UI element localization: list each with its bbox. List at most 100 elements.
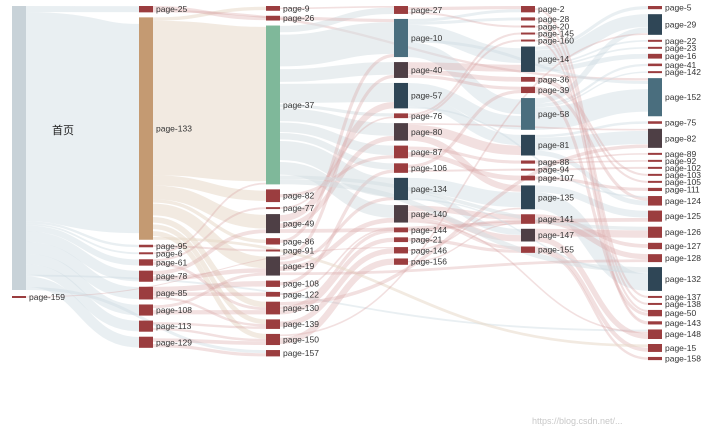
sankey-node-p40[interactable] [394,62,408,78]
sankey-node-p41[interactable] [648,63,662,67]
sankey-node-label-p16: page-16 [665,51,696,61]
sankey-node-p111[interactable] [648,187,662,192]
sankey-node-p102[interactable] [648,166,662,169]
sankey-node-p127[interactable] [648,242,662,250]
sankey-node-p128[interactable] [648,254,662,263]
sankey-node-p103[interactable] [648,173,662,176]
sankey-node-p138[interactable] [648,302,662,305]
sankey-link [279,196,395,265]
sankey-node-p158[interactable] [648,356,662,361]
sankey-node-label-p147: page-147 [538,230,574,240]
sankey-node-p28[interactable] [521,17,535,21]
sankey-node-p14[interactable] [521,46,535,72]
sankey-node-p147[interactable] [521,228,535,242]
sankey-node-p81[interactable] [521,134,535,156]
sankey-link [24,11,141,234]
sankey-link [25,221,140,248]
sankey-node-p129[interactable] [139,336,153,348]
sankey-node-p75[interactable] [648,121,662,124]
sankey-node-p57[interactable] [394,82,408,109]
sankey-node-p39[interactable] [521,86,535,94]
sankey-node-p49[interactable] [266,214,280,234]
sankey-node-p139[interactable] [266,319,280,329]
sankey-node-p26[interactable] [266,15,280,21]
sankey-link [407,124,522,156]
sankey-node-p82b[interactable] [648,128,662,148]
sankey-node-p126[interactable] [648,226,662,238]
sankey-node-p19[interactable] [266,256,280,276]
sankey-node-p80[interactable] [394,123,408,141]
sankey-node-p25[interactable] [139,6,153,13]
sankey-node-p156[interactable] [394,258,408,265]
sankey-node-p152[interactable] [648,78,662,117]
sankey-node-p108[interactable] [139,304,153,316]
sankey-node-p29[interactable] [648,14,662,35]
sankey-node-p159[interactable] [12,296,26,298]
sankey-node-p58[interactable] [521,98,535,130]
sankey-node-p148[interactable] [648,329,662,339]
sankey-node-p22[interactable] [648,39,662,42]
sankey-link [407,207,522,252]
sankey-node-p133[interactable] [139,17,153,240]
sankey-node-p135[interactable] [521,185,535,210]
sankey-node-p150[interactable] [266,333,280,346]
sankey-node-p145[interactable] [521,32,535,35]
sankey-node-p125[interactable] [648,210,662,222]
sankey-node-p16[interactable] [648,53,662,59]
sankey-node-p21[interactable] [394,237,408,243]
sankey-node-p124[interactable] [648,196,662,206]
sankey-node-p132[interactable] [648,267,662,291]
sankey-node-p122[interactable] [266,291,280,297]
sankey-node-p23[interactable] [648,46,662,49]
sankey-node-p157[interactable] [266,350,280,357]
sankey-node-p10[interactable] [394,18,408,58]
sankey-link [407,62,522,72]
sankey-node-p146[interactable] [394,247,408,254]
sankey-node-p50[interactable] [648,309,662,317]
sankey-node-p113[interactable] [139,320,153,332]
sankey-node-p85[interactable] [139,286,153,300]
sankey-node-p20[interactable] [521,25,535,28]
sankey-node-root[interactable] [12,6,26,290]
sankey-node-p82a[interactable] [266,189,280,203]
sankey-node-p130[interactable] [266,301,280,315]
sankey-node-label-p92: page-92 [665,156,696,166]
sankey-node-p143[interactable] [648,321,662,325]
sankey-node-p86[interactable] [266,238,280,245]
sankey-node-p61[interactable] [139,259,153,266]
sankey-node-p94[interactable] [521,168,535,171]
sankey-node-p144[interactable] [394,227,408,233]
sankey-node-p36[interactable] [521,76,535,82]
sankey-node-p141[interactable] [521,214,535,224]
sankey-node-p142[interactable] [648,71,662,74]
sankey-node-p6[interactable] [139,252,153,255]
sankey-node-p2[interactable] [521,6,535,13]
sankey-node-p95[interactable] [139,244,153,248]
sankey-node-p89[interactable] [648,152,662,155]
sankey-node-p76[interactable] [394,113,408,119]
sankey-node-p87[interactable] [394,145,408,159]
sankey-node-p37[interactable] [266,25,280,185]
sankey-node-p105[interactable] [648,180,662,183]
sankey-node-label-p82a: page-82 [283,191,314,201]
sankey-node-p155[interactable] [521,246,535,253]
sankey-node-p107[interactable] [521,175,535,181]
sankey-node-p108b[interactable] [266,280,280,287]
sankey-node-p88[interactable] [521,160,535,164]
sankey-node-p27[interactable] [394,6,408,14]
sankey-node-p137[interactable] [648,295,662,298]
sankey-node-p91[interactable] [266,249,280,252]
sankey-link [279,155,395,198]
sankey-node-p134[interactable] [394,177,408,201]
sankey-node-p140[interactable] [394,205,408,223]
sankey-node-label-p36: page-36 [538,74,569,84]
sankey-node-p15[interactable] [648,343,662,352]
sankey-node-p77[interactable] [266,207,280,210]
sankey-node-p5[interactable] [648,6,662,10]
sankey-node-label-p81: page-81 [538,140,569,150]
sankey-node-p78[interactable] [139,270,153,282]
sankey-node-p106[interactable] [394,163,408,173]
sankey-node-p92[interactable] [648,159,662,162]
sankey-node-p9[interactable] [266,6,280,11]
sankey-node-p160[interactable] [521,39,535,42]
